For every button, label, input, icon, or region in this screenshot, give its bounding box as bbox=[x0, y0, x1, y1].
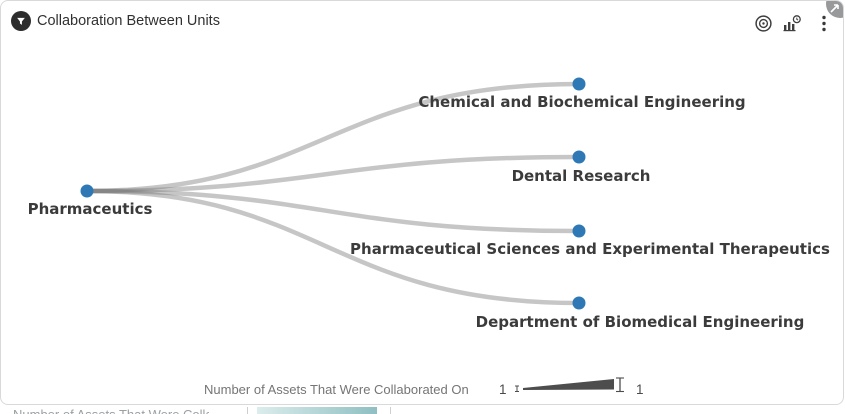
card-title: Collaboration Between Units bbox=[37, 13, 220, 29]
next-panel-divider bbox=[390, 407, 391, 414]
graph-svg bbox=[80, 77, 586, 310]
node-label-pharmaceutics: Pharmaceutics bbox=[27, 200, 153, 218]
legend-min-value: 1 bbox=[499, 382, 507, 397]
graph-edge[interactable] bbox=[84, 188, 582, 306]
graph-edge[interactable] bbox=[84, 154, 582, 194]
legend-label: Number of Assets That Were Collaborated … bbox=[204, 382, 469, 397]
node-label-pharmaceutical-sciences: Pharmaceutical Sciences and Experimental… bbox=[350, 240, 830, 258]
graph-node-dot[interactable] bbox=[572, 224, 586, 238]
node-label-chemical-biochemical-engineering: Chemical and Biochemical Engineering bbox=[418, 93, 746, 111]
graph-node-dot[interactable] bbox=[80, 184, 94, 198]
graph-node-dot[interactable] bbox=[572, 296, 586, 310]
graph-edge[interactable] bbox=[84, 188, 582, 234]
graph-node-dot[interactable] bbox=[572, 77, 586, 91]
bar-chart-clock-icon[interactable] bbox=[781, 12, 803, 34]
chart-card: Collaboration Between Units Pharmaceutic… bbox=[0, 0, 844, 405]
kebab-menu-icon[interactable] bbox=[813, 12, 835, 34]
legend-size-wedge bbox=[515, 377, 624, 393]
next-panel-sliver: Number of Assets That Were Collaborated … bbox=[0, 407, 845, 414]
next-panel-divider bbox=[247, 407, 248, 414]
graph-node-dot[interactable] bbox=[572, 150, 586, 164]
node-label-biomedical-engineering: Department of Biomedical Engineering bbox=[475, 313, 805, 331]
next-panel-legend-text: Number of Assets That Were Collaborated … bbox=[13, 407, 209, 414]
node-label-dental-research: Dental Research bbox=[511, 167, 651, 185]
next-panel-teal-bar bbox=[257, 407, 377, 414]
legend-max-value: 1 bbox=[636, 382, 644, 397]
corner-overflow-icon[interactable] bbox=[826, 1, 843, 18]
bullseye-icon[interactable] bbox=[752, 12, 774, 34]
graph-edge[interactable] bbox=[84, 81, 582, 194]
funnel-icon bbox=[11, 11, 31, 31]
